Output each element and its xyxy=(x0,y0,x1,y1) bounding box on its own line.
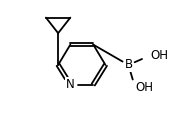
Text: OH: OH xyxy=(150,49,168,62)
Text: B: B xyxy=(124,59,132,71)
Text: N: N xyxy=(66,78,75,91)
Text: OH: OH xyxy=(135,81,153,94)
